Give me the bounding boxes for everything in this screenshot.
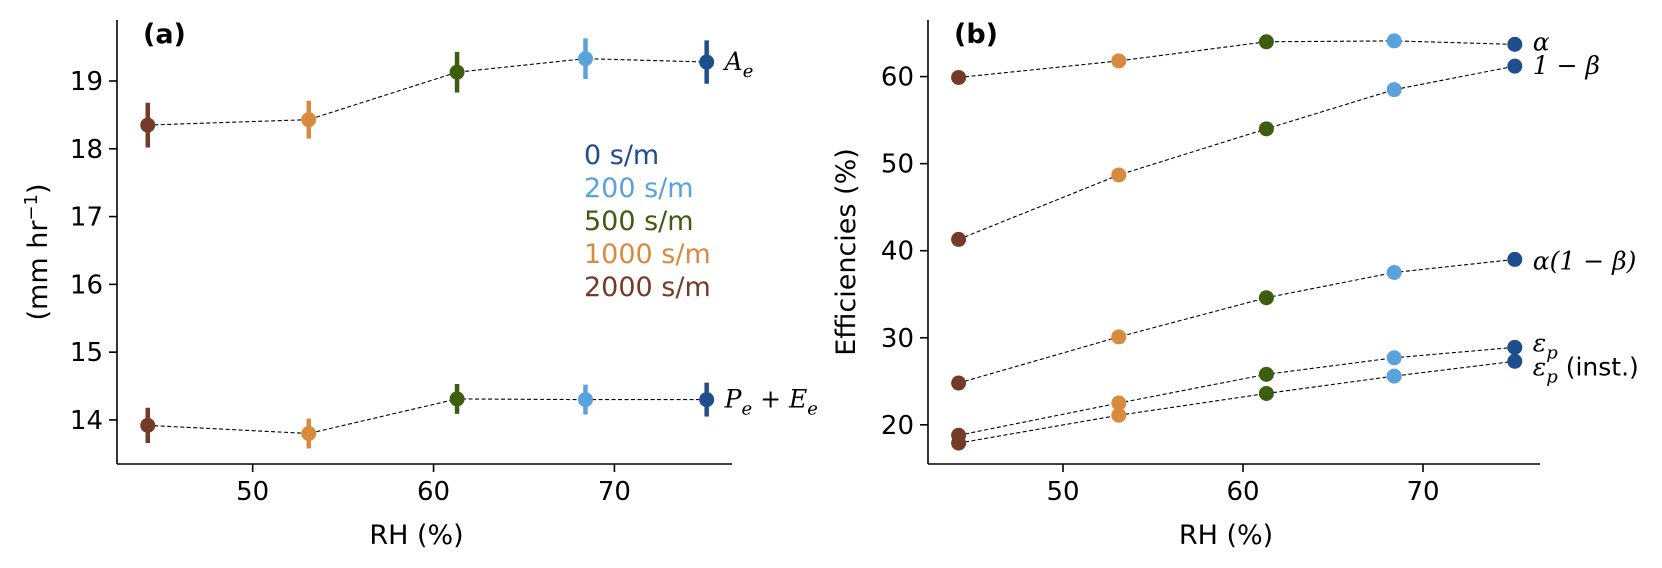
series-line <box>958 40 1515 79</box>
series-annotation: εp (inst.) <box>1533 352 1639 387</box>
series-annotation: Ae <box>723 47 754 82</box>
y-tick-label: 50 <box>881 150 914 180</box>
x-tick-label: 70 <box>598 477 631 507</box>
data-point <box>1507 339 1523 355</box>
series-1: 1 − β <box>951 51 1600 247</box>
series-annotation: εp <box>1533 328 1558 363</box>
series-1: Pe + Ee <box>140 382 818 449</box>
data-point <box>699 54 715 70</box>
series-annotation: α <box>1533 27 1550 56</box>
y-axis-label: Efficiencies (%) <box>831 148 862 356</box>
x-tick-label: 70 <box>1406 477 1439 507</box>
series-line <box>958 65 1515 240</box>
data-point <box>140 417 156 433</box>
y-axis-label: (mm hr−1) <box>21 183 54 320</box>
data-point <box>1111 167 1127 183</box>
series-line <box>958 346 1515 436</box>
y-tick-label: 40 <box>881 237 914 267</box>
data-point <box>1111 407 1127 423</box>
data-point <box>1111 329 1127 345</box>
data-point <box>1386 368 1402 384</box>
data-point <box>577 392 593 408</box>
legend-entry: 0 s/m <box>584 140 659 171</box>
y-tick-label: 14 <box>70 406 103 436</box>
data-point <box>577 51 593 67</box>
legend-entry: 200 s/m <box>584 173 694 204</box>
series-annotation: α(1 − β) <box>1533 246 1637 275</box>
data-point <box>1507 36 1523 52</box>
y-tick-label: 60 <box>881 63 914 93</box>
data-point <box>1258 121 1274 137</box>
series-2: α(1 − β) <box>951 246 1637 391</box>
data-point <box>301 112 317 128</box>
y-tick-label: 16 <box>70 270 103 300</box>
series-line <box>147 58 707 126</box>
series-annotation: Pe + Ee <box>724 385 818 420</box>
data-point <box>1507 353 1523 369</box>
data-point <box>951 375 967 391</box>
legend-entry: 1000 s/m <box>584 239 711 270</box>
data-point <box>1258 385 1274 401</box>
series-0: Ae <box>140 38 754 148</box>
data-point <box>951 231 967 247</box>
data-point <box>1507 251 1523 267</box>
data-point <box>1111 53 1127 69</box>
series-line <box>958 360 1515 444</box>
series-line <box>958 258 1515 384</box>
data-point <box>1507 58 1523 74</box>
data-point <box>1386 264 1402 280</box>
panel-label: (b) <box>954 19 998 50</box>
data-point <box>140 117 156 133</box>
y-tick-label: 18 <box>70 135 103 165</box>
data-point <box>301 425 317 441</box>
data-point <box>1386 350 1402 366</box>
x-tick-label: 50 <box>1046 477 1079 507</box>
data-point <box>1386 82 1402 98</box>
x-tick-label: 50 <box>236 477 269 507</box>
x-axis-label: RH (%) <box>1179 520 1273 551</box>
legend-entry: 500 s/m <box>584 206 694 237</box>
series-0: α <box>951 27 1550 85</box>
data-point <box>1258 366 1274 382</box>
series-line <box>147 398 707 435</box>
data-point <box>699 392 715 408</box>
data-point <box>1258 290 1274 306</box>
data-point <box>951 69 967 85</box>
panel-1: 50 60 70 20 30 40 50 60 RH (%) Efficiencies (%) (b… <box>831 19 1639 551</box>
series-3: εp <box>951 328 1558 443</box>
y-tick-label: 30 <box>881 324 914 354</box>
y-tick-label: 17 <box>70 203 103 233</box>
data-point <box>449 64 465 80</box>
panel-0: 50 60 70 14 15 16 17 18 19 RH (%) (mm hr−1) (a) Ae Pe… <box>21 19 818 551</box>
legend-entry: 2000 s/m <box>584 272 711 303</box>
data-point <box>1258 34 1274 50</box>
y-tick-label: 15 <box>70 338 103 368</box>
series-annotation: 1 − β <box>1533 51 1600 80</box>
series-4: εp (inst.) <box>951 352 1639 451</box>
x-axis-label: RH (%) <box>369 520 463 551</box>
panel-label: (a) <box>143 19 186 50</box>
x-tick-label: 60 <box>417 477 450 507</box>
data-point <box>449 391 465 407</box>
data-point <box>1111 395 1127 411</box>
data-point <box>951 435 967 451</box>
data-point <box>1386 33 1402 49</box>
y-tick-label: 20 <box>881 411 914 441</box>
y-tick-label: 19 <box>70 67 103 97</box>
x-tick-label: 60 <box>1226 477 1259 507</box>
